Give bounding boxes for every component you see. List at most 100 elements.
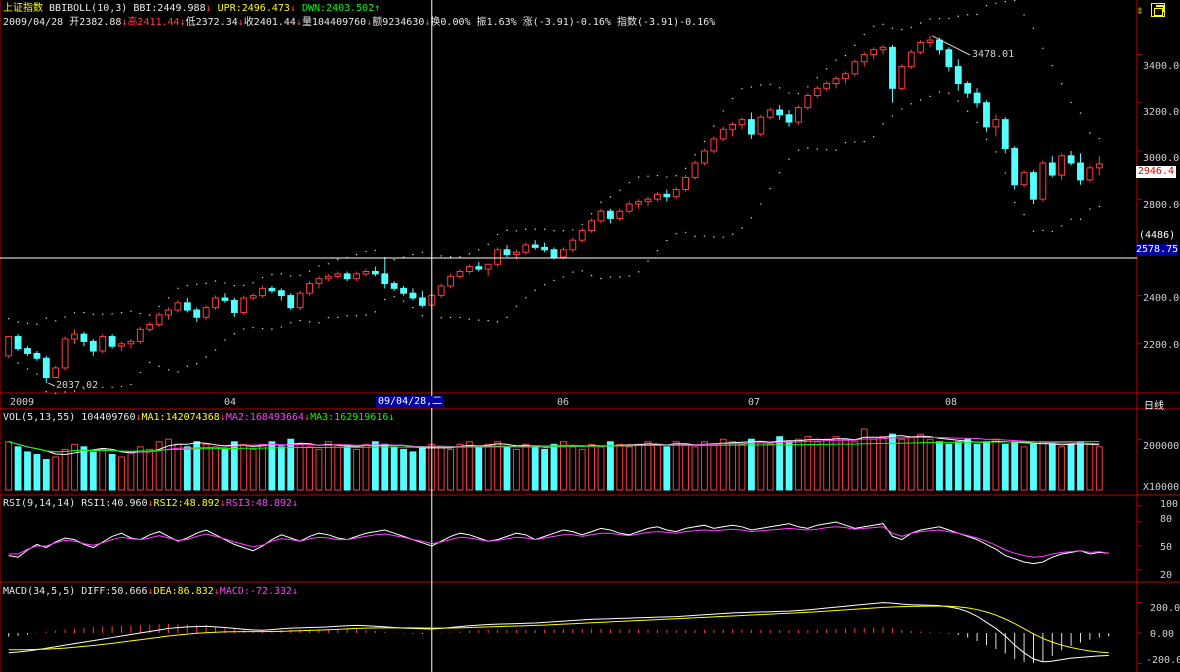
volume-bar — [221, 448, 229, 491]
price-tick: 2200.00 — [1143, 340, 1180, 351]
vol-value: 104409760 — [81, 412, 136, 423]
symbol-name[interactable]: 上证指数 — [3, 3, 43, 14]
upper-band-dot — [158, 305, 160, 307]
volume-bar — [212, 446, 219, 491]
indicator-name[interactable]: BBIBOLL(10,3) — [49, 3, 128, 14]
period-label[interactable]: 日线 — [1144, 401, 1164, 412]
macd-title[interactable]: MACD(34,5,5) — [3, 586, 76, 597]
high-value: 高2411.44 — [127, 17, 180, 28]
lower-band-dot — [1004, 172, 1006, 174]
volume-bar — [437, 446, 445, 491]
volume-bar — [127, 451, 135, 491]
lower-band-dot — [675, 232, 677, 235]
lower-band-dot — [985, 138, 988, 141]
volume-bar — [578, 448, 586, 491]
lower-band-dot — [1013, 201, 1016, 204]
candle-body — [964, 82, 972, 94]
lower-band-dot — [543, 284, 546, 286]
rsi-title[interactable]: RSI(9,14,14) — [3, 498, 76, 509]
lower-band-dot — [901, 108, 903, 110]
lower-band-dot — [1098, 205, 1100, 208]
rsi3-value: RSI3:48.892 — [225, 498, 293, 509]
candle-body — [738, 119, 746, 125]
upper-band-dot — [421, 251, 424, 253]
lower-band-dot — [835, 149, 837, 151]
open-value: 开2382.88 — [69, 17, 122, 28]
lower-band-dot — [590, 274, 593, 277]
candle-body — [757, 116, 765, 135]
upper-band-dot — [797, 92, 800, 95]
up-down-arrow-icon[interactable]: ⇳ — [1136, 3, 1144, 17]
rsi-tick: 20 — [1160, 570, 1173, 581]
change-value: 涨(-3.91)-0.16% — [522, 17, 611, 28]
candle-body — [447, 275, 454, 287]
lower-band-dot — [337, 316, 339, 319]
volume-bar — [1067, 443, 1075, 491]
upper-band-dot — [619, 189, 621, 191]
candle-body — [409, 292, 417, 299]
price-tick: 3200.00 — [1143, 107, 1180, 118]
lower-band-dot — [872, 136, 875, 138]
low-value: 低2372.34 — [185, 17, 238, 28]
volume-bar — [14, 446, 22, 491]
lower-band-dot — [929, 95, 931, 98]
candle-body — [616, 210, 624, 219]
upper-band-dot — [553, 230, 555, 232]
candle-body — [118, 343, 125, 347]
upper-band-dot — [102, 313, 104, 315]
quote-date: 2009/04/28 — [3, 17, 64, 28]
lower-band-dot — [459, 316, 461, 319]
lower-band-dot — [600, 277, 602, 280]
volume-bar — [522, 443, 530, 491]
lower-band-dot — [73, 390, 76, 392]
axis-tick-marks — [1137, 54, 1142, 664]
volume-bar — [606, 441, 614, 491]
candle-body — [1058, 155, 1066, 176]
vol-ma3: MA3:162919616 — [310, 412, 389, 423]
volume-bar — [42, 459, 50, 491]
volume-bar — [381, 443, 389, 491]
upper-band-dot — [985, 4, 988, 7]
volume-bar — [757, 441, 765, 491]
volume-bar — [559, 441, 567, 491]
volume-bar — [99, 448, 107, 491]
macd-histogram — [8, 623, 1110, 663]
upper-band-dot — [478, 249, 480, 251]
upper-band-dot — [139, 312, 142, 315]
lower-band-dot — [120, 385, 123, 388]
candle-body — [315, 278, 323, 285]
candle-body — [1086, 167, 1094, 181]
volume-bar — [851, 441, 859, 491]
volume-bar — [1001, 443, 1009, 491]
upper-band-dot — [186, 284, 189, 287]
candle-body — [343, 273, 351, 280]
rsi-tick: 100 — [1160, 499, 1179, 510]
candle-body — [729, 123, 737, 130]
time-label: 04 — [224, 397, 237, 408]
volume-bar — [1095, 446, 1103, 491]
lower-band-dot — [976, 121, 978, 124]
volume-bar — [193, 441, 201, 491]
upper-band-dot — [600, 201, 602, 203]
volume-bar — [334, 443, 342, 491]
upper-band-dot — [374, 249, 377, 252]
window-restore-icon[interactable] — [1151, 3, 1165, 17]
candle-body — [324, 275, 332, 280]
volume-bar — [898, 438, 906, 491]
vol-title[interactable]: VOL(5,13,55) — [3, 412, 76, 423]
upper-band-dot — [280, 273, 283, 275]
upper-band-dot — [694, 154, 696, 156]
volume-bar — [729, 441, 737, 491]
volume-bar — [964, 438, 972, 491]
volume-bar — [936, 441, 943, 491]
lower-band-dot — [111, 386, 113, 388]
volume-bar — [748, 438, 755, 491]
lower-band-dot — [158, 365, 160, 368]
lower-band-dot — [778, 171, 781, 174]
amplitude-value: 振1.63% — [476, 17, 517, 28]
upper-band-dot — [825, 68, 828, 70]
candle-body — [1095, 163, 1103, 169]
candle-body — [52, 367, 60, 379]
macd-tick: 0.00 — [1150, 629, 1175, 640]
